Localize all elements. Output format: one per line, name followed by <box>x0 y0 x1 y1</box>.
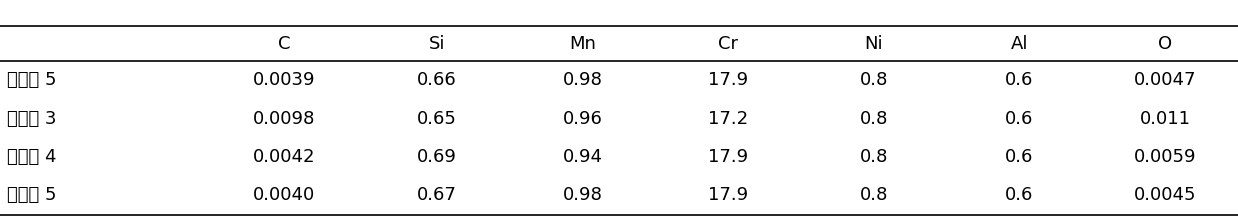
Text: 0.0042: 0.0042 <box>253 148 316 166</box>
Text: 0.98: 0.98 <box>562 71 603 90</box>
Text: Al: Al <box>1010 35 1029 53</box>
Text: 0.0039: 0.0039 <box>253 71 316 90</box>
Text: 对比例 3: 对比例 3 <box>7 110 57 128</box>
Text: Cr: Cr <box>718 35 738 53</box>
Text: 17.9: 17.9 <box>708 148 748 166</box>
Text: 0.66: 0.66 <box>417 71 457 90</box>
Text: 17.9: 17.9 <box>708 186 748 205</box>
Text: Ni: Ni <box>864 35 883 53</box>
Text: 对比例 4: 对比例 4 <box>7 148 57 166</box>
Text: 0.6: 0.6 <box>1005 148 1034 166</box>
Text: 0.67: 0.67 <box>417 186 457 205</box>
Text: 0.0047: 0.0047 <box>1134 71 1196 90</box>
Text: 0.6: 0.6 <box>1005 110 1034 128</box>
Text: 17.2: 17.2 <box>708 110 748 128</box>
Text: O: O <box>1158 35 1172 53</box>
Text: 0.98: 0.98 <box>562 186 603 205</box>
Text: 0.96: 0.96 <box>562 110 603 128</box>
Text: Si: Si <box>428 35 446 53</box>
Text: 0.8: 0.8 <box>859 148 888 166</box>
Text: 0.8: 0.8 <box>859 71 888 90</box>
Text: 0.65: 0.65 <box>417 110 457 128</box>
Text: 0.0059: 0.0059 <box>1134 148 1196 166</box>
Text: 0.8: 0.8 <box>859 186 888 205</box>
Text: C: C <box>277 35 290 53</box>
Text: 0.6: 0.6 <box>1005 71 1034 90</box>
Text: 实施例 5: 实施例 5 <box>7 71 57 90</box>
Text: 0.69: 0.69 <box>417 148 457 166</box>
Text: 0.6: 0.6 <box>1005 186 1034 205</box>
Text: 0.94: 0.94 <box>562 148 603 166</box>
Text: 0.8: 0.8 <box>859 110 888 128</box>
Text: 0.0045: 0.0045 <box>1134 186 1196 205</box>
Text: Mn: Mn <box>569 35 595 53</box>
Text: 对比例 5: 对比例 5 <box>7 186 57 205</box>
Text: 0.0098: 0.0098 <box>253 110 316 128</box>
Text: 0.0040: 0.0040 <box>253 186 316 205</box>
Text: 17.9: 17.9 <box>708 71 748 90</box>
Text: 0.011: 0.011 <box>1140 110 1191 128</box>
